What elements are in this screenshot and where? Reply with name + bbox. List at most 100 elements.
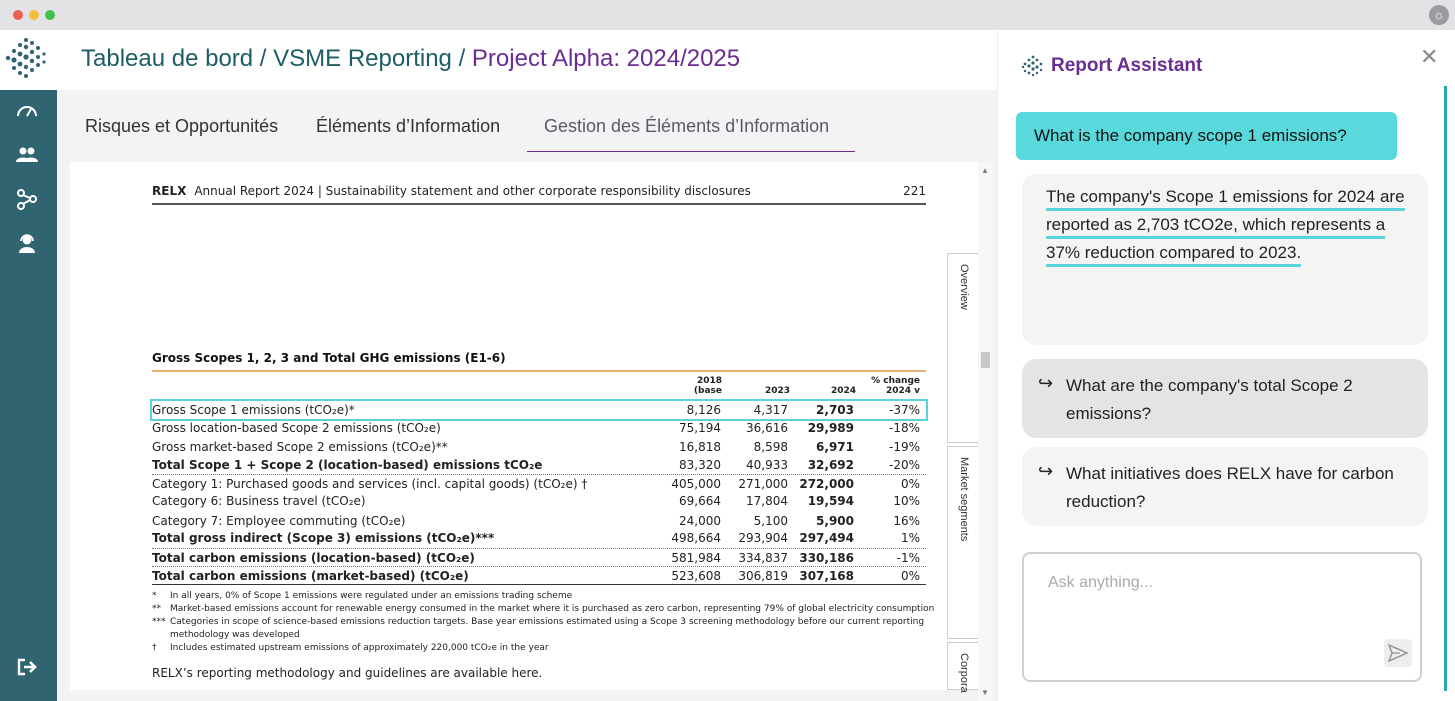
document-header: RELX Annual Report 2024 | Sustainability … bbox=[152, 184, 926, 198]
tab-risques-opportunites[interactable]: Risques et Opportunités bbox=[85, 116, 279, 136]
suggestion-text: What initiatives does RELX have for carb… bbox=[1066, 464, 1394, 511]
answer-line: The company's Scope 1 emissions for 2024… bbox=[1046, 186, 1405, 211]
footnote-text: In all years, 0% of Scope 1 emissions we… bbox=[170, 591, 573, 601]
cell-2018: 405,000 bbox=[671, 477, 721, 491]
window-titlebar: ☼ bbox=[0, 0, 1455, 30]
table-row: Category 6: Business travel (tCO₂e) 69,6… bbox=[152, 492, 926, 510]
footnote-mark: ** bbox=[152, 604, 161, 614]
logout-icon[interactable] bbox=[14, 656, 40, 678]
breadcrumb-current-project: Project Alpha: 2024/2025 bbox=[471, 45, 741, 72]
document-header-text: Annual Report 2024 | Sustainability stat… bbox=[194, 184, 751, 198]
cell-2024: 32,692 bbox=[807, 458, 854, 472]
answer-line: 37% reduction compared to 2023. bbox=[1046, 242, 1302, 267]
cell-change: 10% bbox=[893, 494, 920, 508]
send-button[interactable] bbox=[1384, 639, 1412, 667]
cell-2024: 307,168 bbox=[799, 569, 854, 583]
row-label: Gross Scope 1 emissions (tCO₂e)* bbox=[152, 403, 355, 417]
column-header-change: % change 2024 v 2023 bbox=[871, 376, 920, 396]
side-tab-market-segments[interactable]: Market segments bbox=[947, 446, 978, 639]
footnote-text: Market-based emissions account for renew… bbox=[170, 604, 935, 614]
table-bottom-rule bbox=[152, 584, 926, 585]
cell-2024: 330,186 bbox=[799, 551, 854, 565]
network-icon[interactable] bbox=[14, 188, 40, 210]
side-tab-corporate[interactable]: Corpora bbox=[947, 642, 978, 693]
ask-input-box[interactable] bbox=[1022, 552, 1422, 682]
table-row: Total carbon emissions (market-based) (t… bbox=[152, 566, 926, 584]
side-tab-overview[interactable]: Overview bbox=[947, 253, 978, 443]
cell-2024: 297,494 bbox=[799, 531, 854, 545]
close-window-button[interactable] bbox=[13, 10, 23, 20]
assistant-scrollbar[interactable] bbox=[1444, 86, 1447, 691]
send-icon bbox=[1388, 644, 1408, 662]
side-tab-label: Corpora bbox=[958, 653, 970, 693]
cell-2023: 8,598 bbox=[753, 440, 788, 454]
settings-icon[interactable]: ☼ bbox=[1429, 5, 1449, 25]
cell-change: 1% bbox=[900, 531, 920, 545]
row-label: Total carbon emissions (location-based) … bbox=[152, 551, 475, 565]
user-message: What is the company scope 1 emissions? bbox=[1016, 112, 1397, 160]
close-icon[interactable]: ✕ bbox=[1420, 44, 1439, 69]
cell-2018: 16,818 bbox=[679, 440, 721, 454]
users-icon[interactable] bbox=[14, 144, 40, 166]
table-row: Gross market-based Scope 2 emissions (tC… bbox=[152, 438, 926, 456]
footnote-text: Includes estimated upstream emissions of… bbox=[170, 643, 549, 653]
table-row-scope1-highlighted[interactable]: Gross Scope 1 emissions (tCO₂e)* 8,126 4… bbox=[150, 399, 928, 421]
cell-2018: 24,000 bbox=[679, 514, 721, 528]
cell-change: -18% bbox=[888, 421, 920, 435]
table-row: Category 1: Purchased goods and services… bbox=[152, 474, 926, 492]
cell-change: -19% bbox=[888, 440, 920, 454]
document-scrollbar[interactable]: ▲ ▼ bbox=[978, 162, 993, 701]
cell-change: 0% bbox=[900, 569, 920, 583]
cell-change: -1% bbox=[896, 551, 920, 565]
side-tab-label: Market segments bbox=[958, 457, 970, 542]
document-brand: RELX bbox=[152, 184, 187, 198]
row-label: Total gross indirect (Scope 3) emissions… bbox=[152, 531, 495, 545]
table-row: Total Scope 1 + Scope 2 (location-based)… bbox=[152, 456, 926, 474]
app-logo[interactable] bbox=[0, 30, 57, 90]
suggestion-carbon-initiatives[interactable]: ↪ What initiatives does RELX have for ca… bbox=[1022, 447, 1428, 526]
table-row: Total carbon emissions (location-based) … bbox=[152, 548, 926, 566]
row-label: Category 6: Business travel (tCO₂e) bbox=[152, 494, 366, 508]
cell-2023: 271,000 bbox=[738, 477, 788, 491]
footnote-mark: *** bbox=[152, 617, 166, 627]
answer-line: reported as 2,703 tCO2e, which represent… bbox=[1046, 214, 1386, 239]
assistant-logo-icon bbox=[1021, 55, 1043, 77]
cell-change: 16% bbox=[893, 514, 920, 528]
cell-2023: 293,904 bbox=[738, 531, 788, 545]
ask-input[interactable] bbox=[1048, 574, 1388, 592]
suggestion-scope2[interactable]: ↪ What are the company's total Scope 2 e… bbox=[1022, 359, 1428, 438]
cell-2023: 40,933 bbox=[746, 458, 788, 472]
scroll-up-icon[interactable]: ▲ bbox=[981, 166, 989, 175]
cell-2024: 272,000 bbox=[799, 477, 854, 491]
suggestion-text: What are the company's total Scope 2 emi… bbox=[1066, 376, 1353, 423]
breadcrumb-vsme-reporting[interactable]: VSME Reporting bbox=[273, 45, 452, 72]
cell-2024: 2,703 bbox=[816, 403, 854, 417]
cell-2023: 334,837 bbox=[738, 551, 788, 565]
breadcrumb-separator: / bbox=[253, 45, 274, 72]
reply-arrow-icon: ↪ bbox=[1038, 461, 1054, 481]
tab-gestion-elements[interactable]: Gestion des Éléments d’Information bbox=[544, 116, 830, 136]
cell-2024: 5,900 bbox=[816, 514, 854, 528]
cell-2018: 523,608 bbox=[671, 569, 721, 583]
scrollbar-thumb[interactable] bbox=[981, 352, 990, 368]
page-number: 221 bbox=[903, 184, 926, 198]
footnote-mark: * bbox=[152, 591, 157, 601]
cell-2018: 69,664 bbox=[679, 494, 721, 508]
breadcrumb: Tableau de bord / VSME Reporting / Proje… bbox=[81, 45, 740, 73]
cell-2023: 4,317 bbox=[753, 403, 788, 417]
assistant-answer: The company's Scope 1 emissions for 2024… bbox=[1022, 174, 1428, 345]
breadcrumb-dashboard[interactable]: Tableau de bord bbox=[81, 45, 254, 72]
cell-2018: 75,194 bbox=[679, 421, 721, 435]
speedometer-icon[interactable] bbox=[14, 100, 40, 122]
panel-divider bbox=[997, 30, 998, 701]
tab-elements-information[interactable]: Éléments d’Information bbox=[316, 116, 501, 136]
maximize-window-button[interactable] bbox=[45, 10, 55, 20]
support-agent-icon[interactable] bbox=[14, 232, 40, 254]
cell-2024: 6,971 bbox=[816, 440, 854, 454]
scroll-down-icon[interactable]: ▼ bbox=[981, 688, 989, 697]
methodology-link-text[interactable]: RELX’s reporting methodology and guideli… bbox=[152, 666, 543, 680]
cell-2024: 19,594 bbox=[807, 494, 854, 508]
footnote-mark: † bbox=[152, 643, 157, 653]
sidebar bbox=[0, 90, 57, 701]
minimize-window-button[interactable] bbox=[29, 10, 39, 20]
